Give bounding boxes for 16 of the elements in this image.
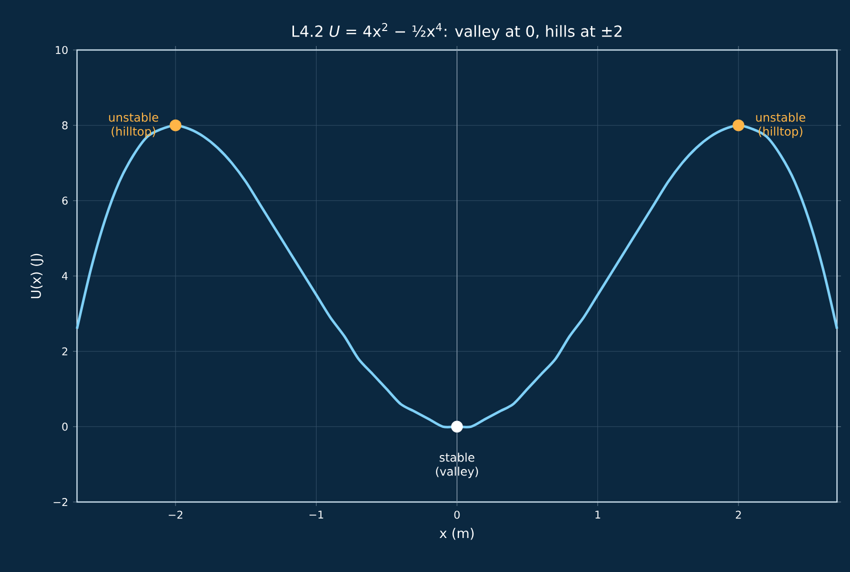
chart-title: L4.2 U = 4x$^{2}$ − ½x$^{4}$: valley at 0, hills at ±2 (292, 22, 622, 40)
x-tick-label: 1 (596, 510, 600, 518)
x-tick-label: 2 (736, 510, 741, 519)
annotation: stable (valley) (436, 452, 478, 478)
y-tick-label: −2 (54, 498, 68, 506)
y-tick-label: 0 (62, 422, 68, 431)
x-tick-label: −2 (168, 510, 182, 519)
y-tick-label: 6 (62, 196, 68, 205)
y-tick-label: 4 (62, 272, 68, 280)
x-axis-title: x (m) (440, 528, 474, 540)
y-tick-label: 8 (62, 121, 68, 130)
y-tick-label: 2 (62, 347, 68, 356)
y-axis-title: U(x) (J) (30, 254, 44, 298)
y-tick-label: 10 (56, 46, 68, 54)
x-tick-label: 0 (454, 510, 460, 519)
x-tick-label: −1 (310, 510, 324, 518)
